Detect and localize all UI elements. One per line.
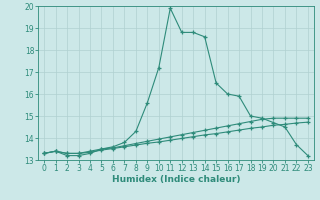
X-axis label: Humidex (Indice chaleur): Humidex (Indice chaleur) bbox=[112, 175, 240, 184]
